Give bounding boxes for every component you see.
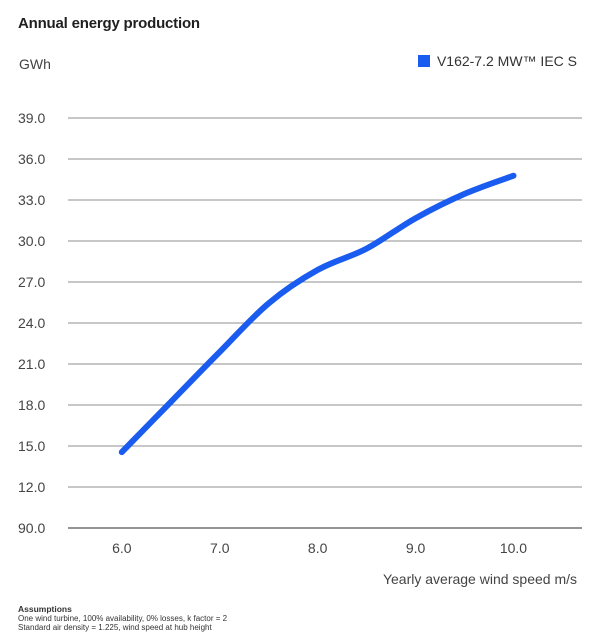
x-tick-label: 9.0 (406, 540, 426, 556)
x-axis-label: Yearly average wind speed m/s (382, 571, 577, 587)
assumptions-heading: Assumptions (18, 604, 72, 614)
y-tick-label: 36.0 (18, 151, 45, 167)
y-tick-label: 39.0 (18, 110, 45, 126)
y-tick-label: 18.0 (18, 397, 45, 413)
y-tick-label: 30.0 (18, 233, 45, 249)
x-tick-label: 8.0 (308, 540, 328, 556)
y-tick-labels: 90.0 12.0 15.0 18.0 21.0 24.0 27.0 30.0 33.0 36.0… (18, 110, 45, 536)
legend-series-label: V162-7.2 MW™ IEC S (436, 53, 577, 69)
x-tick-label: 10.0 (500, 540, 527, 556)
assumptions-line-1: One wind turbine, 100% availability, 0% … (18, 614, 228, 623)
y-tick-label: 33.0 (18, 192, 45, 208)
y-tick-label: 24.0 (18, 315, 45, 331)
series-line (118, 172, 517, 456)
x-tick-label: 7.0 (210, 540, 230, 556)
x-tick-labels: 6.0 7.0 8.0 9.0 10.0 (112, 540, 527, 556)
chart-legend: V162-7.2 MW™ IEC S (417, 53, 577, 69)
grid-lines (68, 117, 582, 529)
y-tick-label: 12.0 (18, 479, 45, 495)
assumptions-note: Assumptions One wind turbine, 100% avail… (18, 604, 228, 633)
y-tick-label: 15.0 (18, 438, 45, 454)
x-tick-label: 6.0 (112, 540, 132, 556)
y-tick-label: 90.0 (18, 520, 45, 536)
y-axis-label: GWh (19, 56, 51, 72)
assumptions-line-2: Standard air density = 1.225, wind speed… (18, 623, 212, 632)
y-tick-label: 21.0 (18, 356, 45, 372)
legend-swatch (417, 55, 430, 67)
chart-title: Annual energy production (18, 15, 200, 32)
y-tick-label: 27.0 (18, 274, 45, 290)
